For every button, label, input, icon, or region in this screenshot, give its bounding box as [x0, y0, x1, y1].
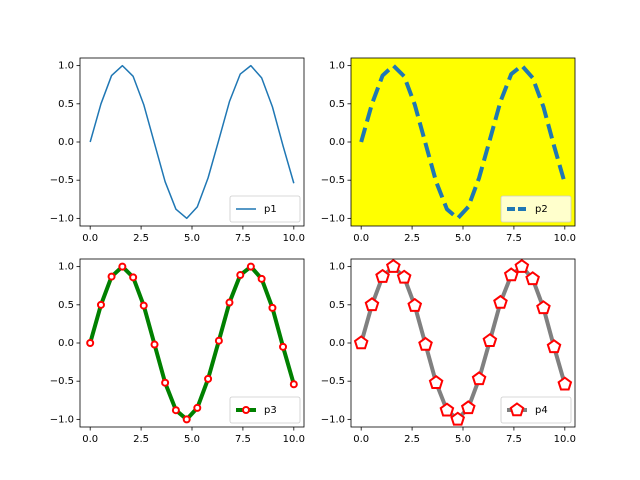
legend-marker — [509, 402, 525, 417]
x-tick-label: 2.5 — [133, 434, 149, 445]
marker — [385, 258, 401, 273]
x-tick-label: 2.5 — [404, 434, 420, 445]
x-tick-label: 10.0 — [554, 233, 576, 244]
marker — [96, 300, 105, 309]
x-tick-label: 0.0 — [353, 434, 369, 445]
marker — [450, 411, 466, 426]
legend-box — [229, 396, 301, 424]
y-tick-label: −1.0 — [321, 213, 345, 224]
y-tick-label: 0.0 — [329, 338, 345, 349]
x-tick-label: 7.5 — [506, 434, 522, 445]
legend-label: p1 — [264, 204, 277, 215]
marker — [418, 336, 433, 351]
marker — [182, 415, 191, 424]
marker — [375, 268, 390, 283]
y-tick-label: 0.0 — [329, 137, 345, 148]
series-line — [359, 63, 567, 221]
marker — [225, 298, 234, 307]
x-tick-label: 2.5 — [404, 233, 420, 244]
y-tick-label: 1.0 — [58, 262, 74, 273]
marker — [118, 262, 127, 271]
marker — [493, 294, 508, 309]
marker — [353, 335, 369, 350]
y-tick-label: −1.0 — [50, 213, 74, 224]
series-line — [89, 64, 295, 220]
plot-layer — [89, 64, 295, 220]
marker — [471, 371, 487, 386]
marker — [525, 271, 541, 286]
marker — [279, 342, 288, 351]
marker — [204, 374, 213, 383]
y-tick-label: 1.0 — [329, 61, 345, 72]
legend-box — [500, 195, 572, 223]
marker — [129, 273, 138, 282]
x-tick-label: 0.0 — [82, 233, 98, 244]
legend-label: p3 — [264, 405, 277, 416]
marker — [428, 374, 444, 389]
marker — [557, 376, 573, 391]
y-tick-label: 1.0 — [58, 61, 74, 72]
y-tick-label: 0.5 — [58, 99, 74, 110]
marker — [407, 297, 423, 312]
marker — [214, 336, 223, 345]
y-tick-label: 0.0 — [58, 338, 74, 349]
marker — [289, 380, 298, 389]
marker — [514, 258, 530, 273]
y-tick-label: −1.0 — [50, 414, 74, 425]
x-tick-label: 0.0 — [353, 233, 369, 244]
marker — [536, 300, 551, 315]
marker — [193, 403, 202, 412]
x-tick-label: 10.0 — [554, 434, 576, 445]
y-tick-label: 1.0 — [329, 262, 345, 273]
marker — [268, 303, 277, 312]
legend-label: p2 — [535, 204, 548, 215]
marker — [482, 332, 498, 347]
marker — [161, 378, 170, 387]
marker — [460, 400, 476, 415]
legend-box — [229, 195, 301, 223]
y-tick-label: −0.5 — [50, 376, 74, 387]
marker — [546, 339, 562, 354]
y-tick-label: 0.5 — [58, 300, 74, 311]
x-tick-label: 7.5 — [235, 233, 251, 244]
legend-label: p4 — [535, 405, 548, 416]
marker — [257, 274, 266, 283]
marker — [364, 297, 380, 312]
x-tick-label: 7.5 — [506, 233, 522, 244]
y-tick-label: −0.5 — [321, 175, 345, 186]
marker — [503, 267, 519, 282]
marker — [246, 262, 255, 271]
marker — [139, 301, 148, 310]
y-tick-label: −1.0 — [321, 414, 345, 425]
y-tick-label: 0.5 — [329, 300, 345, 311]
x-tick-label: 7.5 — [235, 434, 251, 445]
marker — [171, 406, 180, 415]
x-tick-label: 0.0 — [82, 434, 98, 445]
x-tick-label: 5.0 — [455, 233, 471, 244]
x-tick-label: 5.0 — [184, 233, 200, 244]
marker — [86, 339, 95, 347]
plot-layer — [359, 63, 567, 221]
y-tick-label: −0.5 — [321, 376, 345, 387]
y-tick-label: −0.5 — [50, 175, 74, 186]
marker — [150, 340, 159, 349]
x-tick-label: 5.0 — [184, 434, 200, 445]
y-tick-label: 0.0 — [58, 137, 74, 148]
x-tick-label: 10.0 — [283, 233, 305, 244]
marker — [236, 271, 245, 280]
marker — [107, 272, 116, 281]
x-tick-label: 2.5 — [133, 233, 149, 244]
legend-marker — [242, 406, 250, 414]
marker — [396, 269, 412, 284]
x-tick-label: 5.0 — [455, 434, 471, 445]
marker — [439, 402, 455, 417]
y-tick-label: 0.5 — [329, 99, 345, 110]
x-tick-label: 10.0 — [283, 434, 305, 445]
